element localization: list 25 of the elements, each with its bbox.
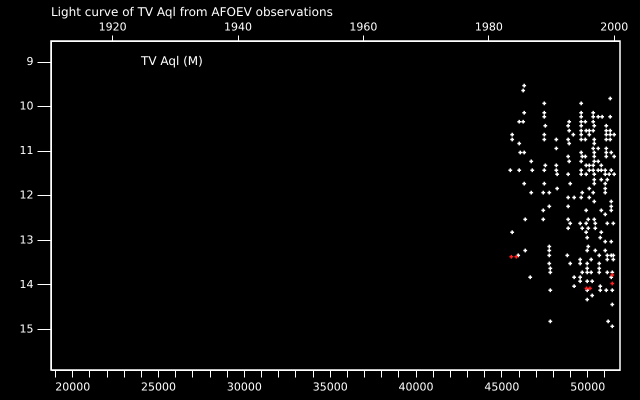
x2-tick-label: 1960	[349, 20, 378, 34]
point	[509, 254, 514, 259]
x-tick-label: 30000	[226, 380, 262, 394]
y-tick-label: 9	[26, 55, 34, 68]
y-tick-label: 10	[20, 100, 34, 113]
y-tick-label: 11	[20, 144, 34, 158]
point	[610, 282, 614, 286]
x2-tick-label: 1980	[474, 20, 503, 34]
x2-tick-label: 2000	[600, 20, 628, 34]
chart-title: Light curve of TV Aql from AFOEV observations	[51, 5, 333, 19]
y-tick-label: 12	[20, 188, 34, 202]
x2-tick-label: 1920	[98, 20, 127, 34]
y-tick-label: 13	[20, 233, 34, 246]
x-tick-label: 40000	[398, 380, 434, 394]
x-tick-label: 35000	[312, 380, 348, 394]
point	[588, 286, 592, 290]
x-tick-label: 45000	[484, 380, 520, 394]
y-tick-label: 15	[20, 322, 34, 336]
x2-tick-label: 1940	[224, 20, 252, 34]
x-tick-label: 25000	[141, 380, 176, 394]
x-tick-label: 50000	[570, 380, 606, 394]
point	[610, 273, 614, 277]
annotation: TV Aql (M)	[140, 54, 203, 68]
y-tick-label: 14	[20, 278, 34, 291]
x-tick-label: 20000	[55, 380, 90, 394]
